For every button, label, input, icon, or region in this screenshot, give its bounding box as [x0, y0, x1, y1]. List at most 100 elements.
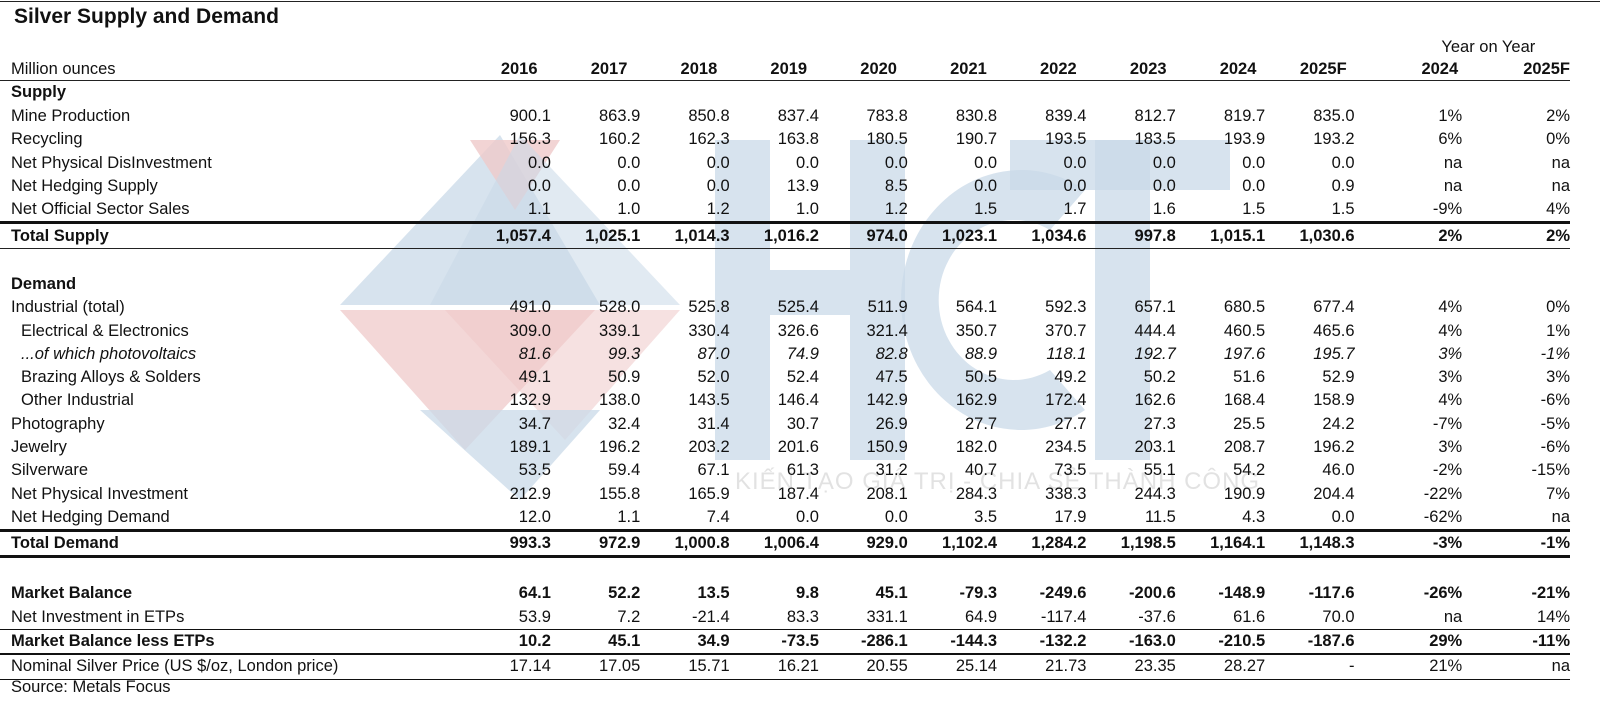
cell-value: 1.6: [1152, 200, 1176, 219]
row-label: Net Physical Investment: [11, 484, 188, 503]
market-balance-less-etps-row: Market Balance less ETPs 10.2 45.1 34.9 -73.…: [0, 628, 1570, 656]
section-header-demand: Demand: [0, 273, 1570, 296]
yoy-value: -3%: [1354, 529, 1463, 559]
row-label: Nominal Silver Price (US $/oz, London pr…: [0, 654, 443, 680]
cell-value: 0.0: [1152, 177, 1176, 196]
cell-value: 155.8: [598, 484, 641, 503]
section-label: Demand: [11, 274, 77, 293]
cell-value: 9.8: [796, 584, 819, 603]
cell-value: 929.0: [818, 529, 908, 559]
cell-value: 34.7: [518, 414, 551, 433]
cell-value: [819, 557, 908, 583]
cell-value: 350.7: [955, 321, 998, 340]
cell-value: 34.9: [640, 628, 730, 656]
cell-value: 309.0: [509, 321, 551, 340]
row-label: Net Official Sector Sales: [11, 200, 190, 219]
cell-value: 45.1: [550, 628, 641, 656]
cell-value: 160.2: [598, 130, 641, 149]
yoy-value: -21%: [1531, 584, 1570, 603]
cell-value: -286.1: [818, 628, 908, 656]
cell-value: 142.9: [866, 391, 908, 410]
cell-value: 27.3: [1143, 414, 1176, 433]
cell-value: 1.5: [974, 200, 998, 219]
cell-value: [997, 248, 1086, 273]
cell-value: [1265, 273, 1354, 296]
yoy-value: -26%: [1423, 584, 1463, 603]
cell-value: -: [1265, 654, 1355, 680]
yoy-col-header: 2024: [1346, 58, 1459, 81]
cell-value: 24.2: [1322, 414, 1355, 433]
silver-supply-demand-table: Year on Year Million ounces 2016 2017 20…: [0, 36, 1570, 104]
cell-value: 31.4: [697, 414, 730, 433]
cell-value: 1.5: [1331, 200, 1355, 219]
table-row: Photography 34.7 32.4 31.4 30.7 26.9 27.7 27.7 2…: [0, 413, 1570, 436]
section-header-supply: Supply: [0, 81, 1570, 105]
cell-value: [640, 248, 729, 273]
cell-value: 201.6: [777, 438, 819, 456]
row-label: Total Demand: [0, 529, 443, 559]
cell-value: 23.35: [1086, 654, 1176, 680]
yoy-value: -6%: [1540, 391, 1570, 410]
cell-value: 592.3: [1045, 298, 1087, 317]
cell-value: 1,034.6: [997, 221, 1087, 249]
cell-value: [640, 273, 729, 296]
cell-value: 31.2: [875, 461, 908, 480]
cell-value: -37.6: [1138, 607, 1176, 626]
cell-value: 993.3: [442, 529, 551, 559]
cell-value: 88.9: [964, 344, 998, 363]
cell-value: 25.14: [907, 654, 998, 680]
spacer-row: [0, 248, 1570, 273]
cell-value: 783.8: [866, 107, 908, 126]
cell-value: 30.7: [786, 414, 819, 433]
row-label: [0, 557, 443, 583]
cell-value: [443, 557, 551, 583]
page-title: Silver Supply and Demand: [14, 5, 279, 28]
cell-value: 0.0: [796, 507, 819, 526]
cell-value: 193.9: [1223, 130, 1266, 149]
cell-value: 74.9: [786, 344, 819, 363]
cell-value: 189.1: [509, 438, 551, 456]
cell-value: 974.0: [818, 221, 908, 249]
table-row: Net Physical Investment 212.9 155.8 165.9 18…: [0, 482, 1570, 505]
cell-value: 1.2: [706, 200, 730, 219]
cell-value: 3.5: [974, 507, 998, 526]
cell-value: 0.0: [1152, 153, 1176, 172]
yoy-value: -1%: [1540, 344, 1570, 363]
table-row: Jewelry 189.1 196.2 203.2 201.6 150.9 182.0 234…: [0, 436, 1570, 459]
cell-value: 1,030.6: [1265, 221, 1355, 249]
cell-value: 1.7: [1063, 200, 1087, 219]
cell-value: 1,015.1: [1175, 221, 1266, 249]
cell-value: -117.4: [1040, 607, 1087, 626]
yoy-value: 4%: [1438, 298, 1463, 317]
cell-value: 1.0: [617, 200, 641, 219]
yoy-value: 7%: [1546, 484, 1570, 503]
yoy-value: [1355, 273, 1463, 296]
cell-value: 192.7: [1134, 344, 1176, 363]
cell-value: [997, 557, 1086, 583]
col-header: 2017: [537, 58, 628, 81]
cell-value: 0.9: [1331, 177, 1355, 196]
cell-value: 326.6: [777, 321, 819, 340]
cell-value: 195.7: [1313, 344, 1355, 363]
row-label: Market Balance: [11, 584, 133, 603]
cell-value: 67.1: [697, 461, 730, 480]
cell-value: 1.0: [796, 200, 819, 219]
yoy-value: 2%: [1462, 221, 1570, 249]
cell-value: [819, 273, 908, 296]
cell-value: 156.3: [509, 130, 551, 149]
cell-value: 1,198.5: [1086, 529, 1176, 559]
cell-value: -117.6: [1308, 584, 1355, 603]
cell-value: 59.4: [608, 461, 641, 480]
cell-value: 165.9: [688, 484, 730, 503]
cell-value: 0.0: [974, 177, 998, 196]
cell-value: 234.5: [1045, 438, 1087, 456]
row-label: [0, 248, 443, 273]
yoy-value: 4%: [1546, 200, 1570, 219]
yoy-value: -1%: [1462, 529, 1570, 559]
cell-value: 52.0: [697, 368, 730, 387]
cell-value: [640, 557, 729, 583]
cell-value: 46.0: [1322, 461, 1355, 480]
table-row: Net Physical DisInvestment 0.0 0.0 0.0 0.0 0.…: [0, 152, 1570, 175]
col-header: 2024: [1166, 58, 1257, 81]
cell-value: 0.0: [1331, 153, 1355, 172]
